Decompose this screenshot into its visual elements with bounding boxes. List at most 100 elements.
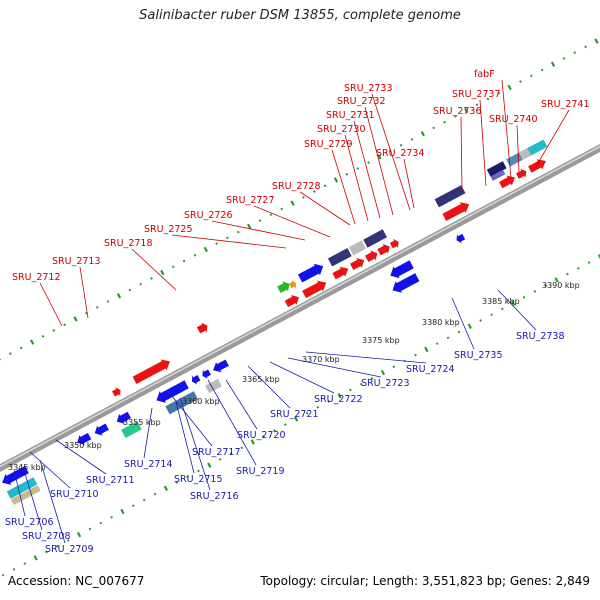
gene-label: SRU_2733 [344,83,393,94]
gene-label: fabF [474,69,495,80]
leader-line [171,395,213,447]
gene-label: SRU_2727 [226,195,275,206]
gene-label: SRU_2709 [45,544,94,555]
gene-arrow [94,423,110,436]
gene-label: SRU_2738 [516,331,565,342]
gene-arrow [362,228,388,248]
tick-mark [150,277,153,280]
tick-mark [203,246,208,253]
scale-label: 3375 kbp [362,336,400,345]
tick-mark [584,45,587,49]
gene-arrow [327,247,352,267]
map-title: Salinibacter ruber DSM 13855, complete g… [139,8,461,23]
leader-line [175,401,195,474]
leader-line [501,79,512,179]
tick-mark [207,462,212,468]
gene-label: SRU_2712 [12,272,61,283]
leader-line [225,379,258,430]
tick-mark [424,346,429,353]
tick-mark [250,439,255,445]
tick-mark [197,469,200,473]
gene-arrow [515,168,527,180]
tick-mark [262,434,265,438]
leader-line [533,109,570,171]
tick-mark [273,429,276,432]
gene-label: SRU_2719 [236,466,285,477]
leader-line [143,407,153,459]
leader-line [305,351,427,364]
tick-mark [443,120,446,124]
gene-label: SRU_2718 [104,238,153,249]
leader-line [516,124,520,173]
tick-mark [131,504,135,508]
gene-label: SRU_2716 [190,491,239,502]
leader-line [29,451,71,489]
tick-mark [9,352,12,356]
tick-mark [12,568,16,571]
gene-label: SRU_2728 [272,181,321,192]
tick-mark [529,74,533,78]
tick-mark [33,555,38,561]
tick-mark [323,184,327,188]
gene-label: SRU_2721 [270,409,319,420]
tick-mark [486,97,490,101]
tick-mark [519,80,522,83]
gene-label: SRU_2708 [22,531,71,542]
leader-line [331,149,356,225]
gene-label: SRU_2715 [174,474,223,485]
gene-arrow [332,266,349,280]
gene-arrow [191,374,201,386]
gene-label: SRU_2731 [326,110,375,121]
genome-summary-text: Topology: circular; Length: 3,551,823 bp… [260,574,590,588]
tick-mark [290,200,295,206]
tick-mark [182,259,186,263]
tick-mark [163,485,169,492]
tick-mark [56,544,59,548]
leader-line [179,397,211,491]
tick-mark [110,515,113,519]
gene-arrow [121,421,142,439]
scale-label: 3360 kbp [182,397,220,406]
leader-line [479,99,487,187]
gene-label: SRU_2706 [5,517,54,528]
tick-mark [550,61,556,67]
tick-mark [479,319,482,322]
tick-mark [464,107,469,114]
gene-label: SRU_2741 [541,99,590,110]
tick-mark [226,236,229,240]
gene-label: SRU_2710 [50,489,99,500]
tick-mark [280,207,284,211]
leader-line [371,93,411,211]
gene-arrow [76,432,92,446]
gene-label: SRU_2729 [304,139,353,150]
tick-mark [305,411,309,415]
tick-mark [359,382,363,386]
gene-arrow [276,281,290,294]
tick-mark [45,550,48,554]
tick-mark [497,91,501,95]
gene-arrow [434,184,466,208]
scale-label: 3345 kbp [8,463,46,472]
tick-mark [240,446,244,450]
leader-line [287,357,382,378]
tick-mark [454,114,457,118]
gene-arrow [111,386,121,397]
tick-mark [392,365,396,369]
leader-line [253,205,331,238]
gene-arrow [527,159,547,173]
gene-arrow [389,238,399,249]
tick-mark [370,376,374,380]
tick-mark [41,334,45,338]
tick-mark [99,521,103,525]
gene-arrow [442,201,470,222]
gene-label: SRU_2713 [52,256,101,267]
tick-mark [349,388,352,392]
tick-mark [23,562,27,565]
tick-mark [88,527,92,531]
gene-label: SRU_2740 [489,114,538,125]
leader-line [497,289,537,331]
leader-line [23,469,43,531]
tick-mark [475,103,479,107]
gene-arrow [10,485,41,506]
